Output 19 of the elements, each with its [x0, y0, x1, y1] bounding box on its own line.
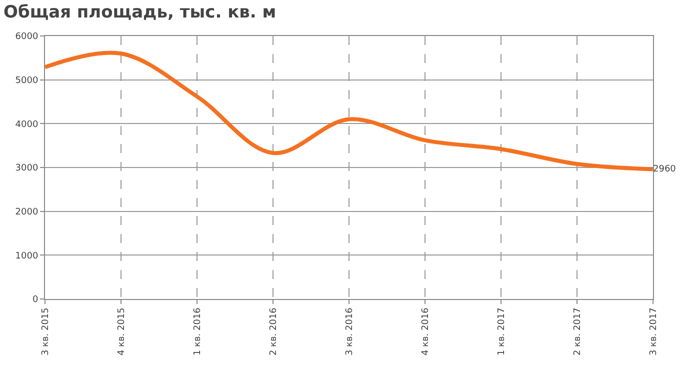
chart-title: Общая площадь, тыс. кв. м [4, 2, 276, 22]
y-tick-label: 5000 [15, 76, 38, 86]
line-series [45, 50, 653, 172]
x-tick-label: 4 кв. 2016 [420, 307, 431, 356]
y-tick-label: 4000 [15, 120, 38, 130]
x-tick-label: 3 кв. 2016 [344, 307, 355, 356]
x-tick-label: 4 кв. 2015 [116, 308, 127, 356]
y-tick-label: 2000 [15, 207, 38, 218]
y-tick-label: 3000 [15, 164, 38, 174]
data-label: 2960 [653, 164, 676, 174]
x-tick-label: 3 кв. 2015 [40, 308, 51, 356]
x-tick-label: 1 кв. 2016 [192, 307, 203, 356]
x-tick-label: 3 кв. 2017 [648, 308, 659, 356]
y-tick-label: 1000 [15, 251, 38, 262]
y-tick-label: 0 [32, 295, 38, 306]
x-tick-label: 2 кв. 2017 [572, 308, 583, 356]
x-tick-label: 1 кв. 2017 [496, 308, 507, 356]
y-tick-label: 6000 [15, 32, 38, 42]
x-tick-label: 2 кв. 2016 [268, 307, 279, 356]
